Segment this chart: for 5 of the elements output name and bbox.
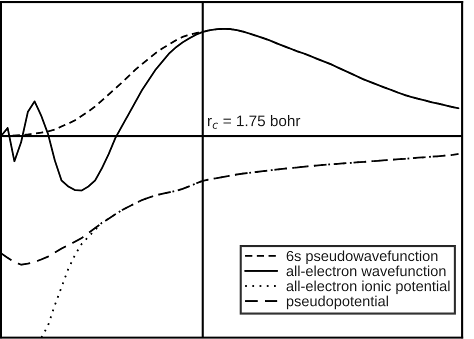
legend-label: 6s pseudowavefunction — [286, 250, 438, 264]
legend-label: pseudopotential — [286, 296, 388, 310]
legend-label: all-electron wavefunction — [286, 265, 446, 276]
legend-label: all-electron ionic potential — [286, 280, 450, 294]
annotation: r$_{c}$ = 1.75 bohr — [208, 115, 300, 129]
